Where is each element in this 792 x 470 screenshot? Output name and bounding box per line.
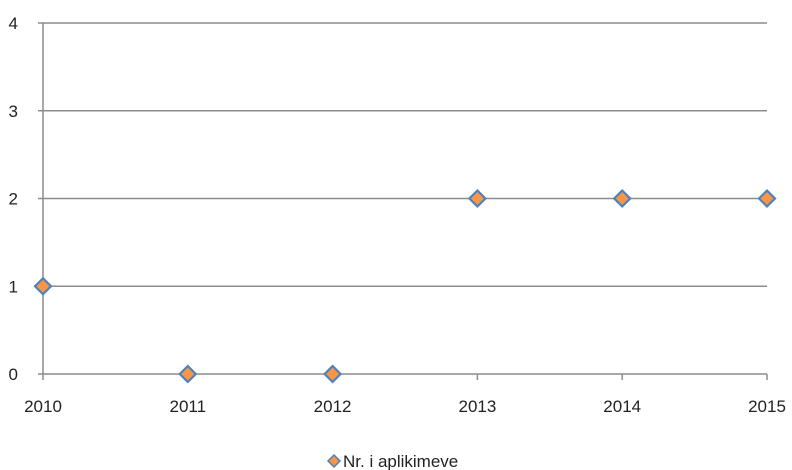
legend-marker-diamond	[326, 453, 342, 469]
x-tick-label: 2014	[603, 397, 641, 416]
data-point-2014	[612, 188, 632, 209]
y-tick-label: 0	[9, 365, 18, 384]
data-point-2011	[178, 364, 198, 384]
x-tick-label: 2010	[24, 397, 62, 416]
x-tick-label: 2013	[458, 397, 496, 416]
y-tick-labels: 0 1 2 3 4	[9, 14, 18, 384]
legend: Nr. i aplikimeve	[326, 452, 458, 470]
x-tick-label: 2015	[748, 397, 786, 416]
x-tick-labels: 2010 2011 2012 2013 2014 2015	[24, 397, 786, 416]
y-tick-label: 2	[9, 190, 18, 209]
x-tick-label: 2011	[170, 397, 207, 416]
data-point-2013	[467, 188, 487, 209]
y-tick-label: 3	[9, 102, 18, 121]
data-point-2012	[323, 364, 343, 384]
data-points	[33, 188, 777, 384]
axes	[38, 22, 768, 380]
y-tick-label: 4	[9, 14, 18, 33]
data-point-2015	[757, 188, 777, 209]
x-tick-label: 2012	[314, 397, 352, 416]
legend-label-series-1: Nr. i aplikimeve	[343, 452, 458, 470]
gridlines	[43, 22, 767, 287]
y-tick-label: 1	[9, 277, 18, 296]
data-point-2010	[33, 276, 53, 296]
